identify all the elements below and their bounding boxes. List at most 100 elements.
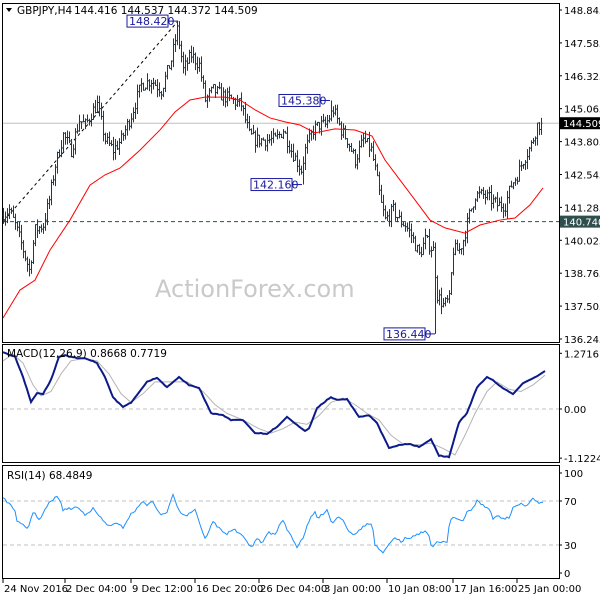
rsi-panel-frame [2,465,560,579]
price-bar [98,95,101,117]
price-bar [492,194,495,209]
price-bar [344,125,347,140]
price-bar [184,54,187,76]
price-bar [192,46,195,64]
price-bar [526,149,529,170]
price-bar [466,213,469,244]
price-bar [18,221,21,238]
price-bar [264,139,267,151]
price-bar [206,94,209,108]
price-bar [82,114,85,123]
price-bar [222,87,225,106]
price-bar [432,241,435,251]
price-bar [386,211,389,222]
last_price-tag-label: 144.509 [563,119,600,130]
macd-line [2,351,546,459]
price-bar [300,165,303,175]
price-bar [84,118,87,130]
rsi-axis-label: 70 [564,497,577,508]
price-bar [104,132,107,145]
price-bar [408,221,411,238]
price-panel: 148.420 145.380 142.160 136.440 [2,14,559,341]
horizontal_level-tag-label: 140.740 [563,218,600,229]
price-bar [270,130,273,146]
price-bar [248,115,251,132]
price-bar [296,150,299,173]
price-bar [78,114,81,132]
price-bar [414,235,417,252]
price-bar [536,122,539,146]
price-bar [160,90,163,100]
annotation-box [383,327,426,341]
price-bar [64,132,67,145]
triangle-down-icon[interactable] [6,8,12,12]
price-bar [514,177,517,186]
price-bar [262,137,265,141]
price-bar [370,142,373,152]
price-bar [382,194,385,217]
price-bar [400,211,403,228]
price-bar [198,57,201,72]
time-axis-label: 9 Dec 12:00 [132,584,193,595]
price-bar [496,192,499,212]
price-bar [164,71,167,93]
macd-axis-label: 0.00 [564,405,586,416]
price-bar [326,114,329,129]
price-bar [138,84,141,98]
price-bar [120,130,123,144]
price-bar [62,132,65,152]
price-bar [502,203,505,219]
price-bar [278,131,281,139]
price-bar [352,148,355,154]
price-bar [510,180,513,188]
price-bar [474,198,477,210]
price-bar [394,202,397,221]
price-bar [322,113,325,123]
price-bar [304,143,307,171]
price-bar [130,113,133,129]
time-axis-label: 25 Jan 00:00 [518,584,581,595]
price-bar [40,224,43,233]
price-bar [420,246,423,258]
price-bar [94,99,97,114]
price-bar [14,213,17,230]
price-bar [436,275,439,304]
price-bar [454,239,457,256]
price-bar [72,144,75,159]
price-bar [202,75,205,89]
price-bar [462,239,465,256]
price-bar [340,121,343,140]
price-bar [292,143,295,163]
price-bar [280,133,283,139]
price-bar [44,213,47,231]
price-bar [328,115,331,123]
price-bar [450,272,453,295]
price-bar [374,154,377,171]
price-bar [232,96,235,105]
price-bar [468,208,471,224]
price-bar [216,85,219,95]
price-bar [308,128,311,144]
price-bar [498,197,501,207]
price-bar [402,221,405,227]
rsi-axis-label: 100 [564,469,583,480]
time-axis-label: 10 Jan 08:00 [388,584,451,595]
price-bar [316,121,319,127]
price-bar [364,130,367,144]
price-bar [452,247,455,276]
price-bar [140,78,143,93]
price-bar [258,134,261,148]
price-bar [128,119,131,131]
price-bar [80,121,83,129]
price-bar [66,130,69,145]
chart-header: GBPJPY,H4 144.416 144.537 144.372 144.50… [6,5,258,17]
price-bar [444,297,447,307]
price-bar [56,151,59,174]
price-bar [442,297,445,308]
price-bar [182,51,185,74]
price-bar [172,38,175,68]
macd-axis-label: 1.2716 [564,349,599,360]
price-bar [512,182,515,190]
price-bar [488,186,491,201]
price-bar [60,140,63,158]
